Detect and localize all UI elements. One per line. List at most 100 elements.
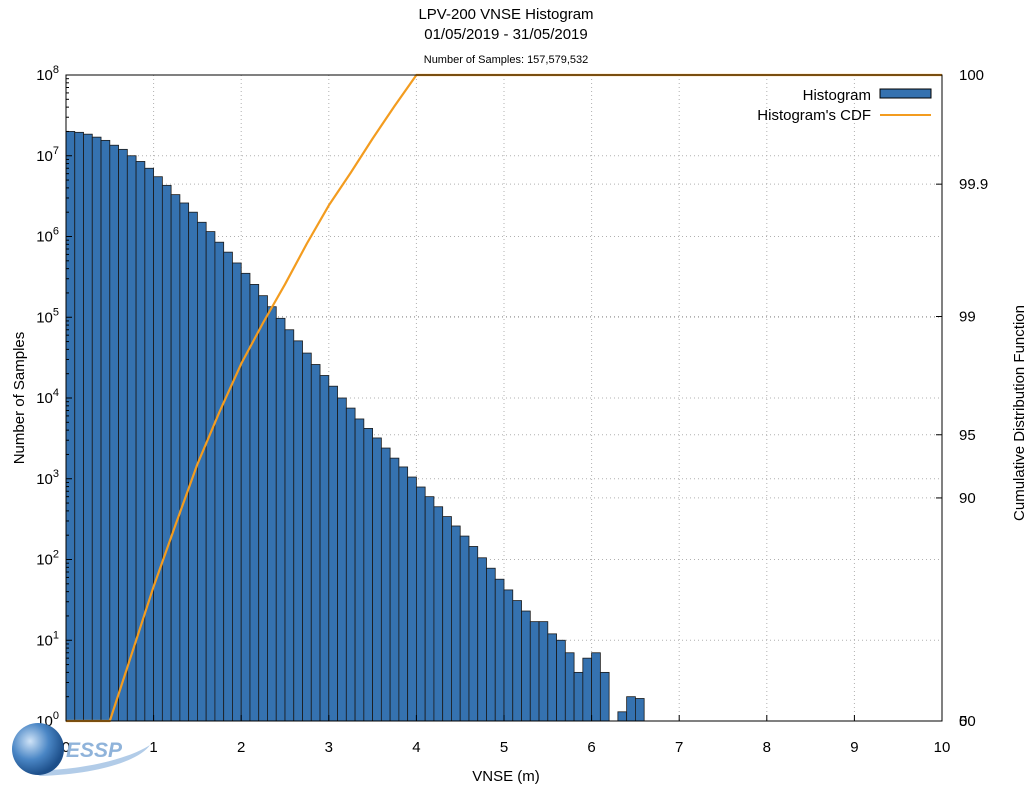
samples-note: Number of Samples: 157,579,532 <box>424 54 589 66</box>
x-axis-label: VNSE (m) <box>472 768 540 785</box>
histogram-bar <box>275 317 286 722</box>
histogram-bar <box>170 194 181 722</box>
histogram-bar <box>538 621 549 722</box>
histogram-bar <box>582 657 593 722</box>
y-tick-label: 103 <box>36 468 59 488</box>
histogram-bar <box>380 447 391 722</box>
histogram-bar <box>302 352 312 722</box>
x-tick-label: 4 <box>412 739 420 756</box>
chart-title: LPV-200 VNSE Histogram <box>418 6 593 23</box>
y-axis-label: Number of Samples <box>11 332 28 465</box>
chart-subtitle: 01/05/2019 - 31/05/2019 <box>424 26 587 43</box>
histogram-bar <box>433 506 444 722</box>
histogram-bar <box>293 340 303 722</box>
histogram-bar <box>91 136 102 722</box>
histogram-bar <box>424 496 435 722</box>
histogram-bar <box>398 466 409 722</box>
y2-tick-label: 99 <box>959 309 976 326</box>
x-tick-label: 10 <box>934 739 951 756</box>
histogram-bar <box>284 329 295 722</box>
y2-tick-label: 95 <box>959 427 976 444</box>
histogram-bar <box>337 397 347 722</box>
histogram-bar <box>477 557 487 722</box>
histogram-bar <box>214 241 225 722</box>
histogram-bar <box>521 610 531 722</box>
x-tick-label: 2 <box>237 739 245 756</box>
histogram-bar <box>529 621 540 722</box>
y2-axis-ticks: 050 90 95 99 99.9 100 <box>936 67 988 730</box>
y2-tick-label: 100 <box>959 67 984 84</box>
histogram-bar <box>232 262 242 722</box>
x-tick-label: 8 <box>763 739 771 756</box>
y-tick-label: 108 <box>36 64 59 84</box>
histogram-bar <box>407 476 417 722</box>
histogram-bar <box>153 176 163 722</box>
histogram-bar <box>415 486 426 722</box>
histogram-bar <box>556 639 566 722</box>
histogram-bar <box>328 385 338 722</box>
y-tick-label: 107 <box>36 145 59 165</box>
y2-tick-label: 90 <box>959 490 976 507</box>
histogram-bar <box>319 375 330 722</box>
histogram-bar <box>83 133 93 722</box>
x-tick-label: 0 <box>62 739 70 756</box>
legend: Histogram Histogram's CDF <box>757 87 932 124</box>
histogram-bar <box>196 221 207 722</box>
histogram-bar <box>240 272 251 722</box>
histogram-bar <box>468 546 479 722</box>
histogram-bar <box>591 652 601 722</box>
histogram-bar <box>573 671 584 722</box>
histogram-bar <box>258 295 268 722</box>
histogram-bar <box>179 202 190 722</box>
legend-swatch-histogram <box>879 88 932 99</box>
essp-logo: ESSP <box>12 723 150 776</box>
x-tick-label: 5 <box>500 739 508 756</box>
y2-axis-label: Cumulative Distribution Function <box>1011 305 1028 521</box>
y-tick-label: 104 <box>36 387 59 407</box>
y2-tick-label: 99.9 <box>959 176 988 193</box>
histogram-bar <box>451 525 461 722</box>
histogram-bar <box>635 698 645 722</box>
histogram-bar <box>267 306 277 722</box>
y-tick-label: 105 <box>36 306 59 326</box>
histogram-bar <box>442 516 452 722</box>
x-tick-label: 6 <box>587 739 595 756</box>
histogram-bar <box>599 671 610 722</box>
histogram-bar <box>74 131 84 722</box>
histogram-bar <box>100 139 111 722</box>
y2-tick-label: 50 <box>959 713 976 730</box>
x-tick-label: 3 <box>325 739 333 756</box>
histogram-bar <box>126 155 137 722</box>
histogram-bar <box>459 535 470 722</box>
histogram-bar <box>249 284 260 722</box>
histogram-bar <box>617 711 628 722</box>
histogram-bar <box>389 457 400 722</box>
histogram-bar <box>547 633 557 722</box>
y-tick-label: 102 <box>36 549 59 569</box>
x-tick-label: 9 <box>850 739 858 756</box>
x-tick-label: 7 <box>675 739 683 756</box>
histogram-bar <box>503 589 514 722</box>
y-tick-label: 106 <box>36 226 59 246</box>
histogram-bar <box>223 251 233 722</box>
histogram-bar <box>161 184 172 722</box>
histogram-bars <box>65 131 645 722</box>
histogram-bar <box>494 578 505 722</box>
histogram-bar <box>205 231 216 722</box>
y2-tick-label: 0 <box>959 713 967 730</box>
histogram-bar <box>363 428 373 722</box>
legend-label-cdf: Histogram's CDF <box>757 107 871 124</box>
histogram-bar <box>354 418 365 722</box>
histogram-bar <box>626 696 636 722</box>
histogram-bar <box>109 144 119 722</box>
globe-icon <box>12 723 64 775</box>
x-axis-ticks: 0 1 2 3 4 5 6 7 8 9 10 <box>62 715 951 756</box>
histogram-bar <box>65 131 76 722</box>
histogram-bar <box>486 567 496 722</box>
y-tick-label: 101 <box>36 629 59 649</box>
histogram-bar <box>345 407 356 722</box>
histogram-bar <box>512 600 522 722</box>
